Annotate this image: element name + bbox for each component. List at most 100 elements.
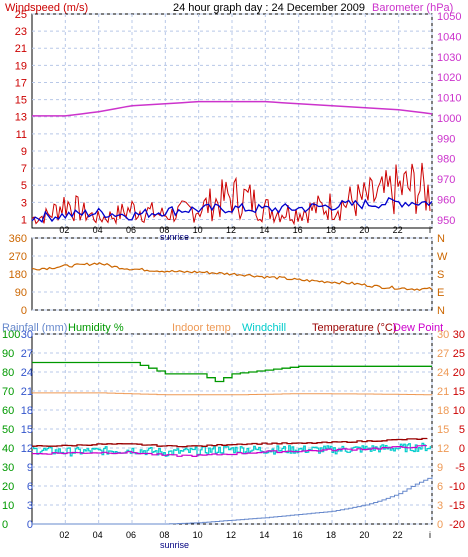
y-tick-label-direction: 360	[9, 233, 27, 245]
y-tick-label-rainfall: 18	[21, 405, 33, 417]
y-tick-label-wind: 25	[15, 9, 27, 21]
average-wind-series-line	[31, 197, 433, 224]
dewpoint-series-line	[32, 445, 427, 457]
y-tick-label-indoor: 6	[437, 481, 443, 493]
x-tick-label: i	[429, 530, 431, 540]
y-tick-label-wind: 5	[21, 180, 27, 192]
y-tick-label-direction: 90	[15, 287, 27, 299]
y-tick-label-direction: 180	[9, 269, 27, 281]
x-tick-label: i	[429, 225, 431, 235]
y-tick-label-humidity: 20	[2, 481, 14, 493]
y-tick-label-wind: 13	[15, 112, 27, 124]
x-tick-label: 10	[193, 530, 203, 540]
y-tick-label-compass: N	[437, 233, 445, 245]
x-tick-label: 02	[59, 225, 69, 235]
y-tick-label-barometer: 990	[437, 133, 455, 145]
y-tick-label-wind: 23	[15, 26, 27, 38]
y-tick-label-indoor: 24	[437, 367, 449, 379]
y-tick-label-wind: 7	[21, 163, 27, 175]
sunrise-label-temp: sunrise	[160, 540, 189, 550]
y-tick-label-barometer: 1040	[437, 31, 461, 43]
y-tick-label-compass: N	[437, 305, 445, 317]
y-tick-label-rainfall: 21	[21, 386, 33, 398]
y-tick-label-wind: 9	[21, 146, 27, 158]
y-tick-label-indoor: 9	[437, 462, 443, 474]
x-tick-label: 06	[126, 530, 136, 540]
y-tick-label-barometer: 950	[437, 215, 455, 227]
y-tick-label-humidity: 0	[2, 519, 8, 531]
windspeed-series-line	[31, 162, 431, 226]
windchill-series-line	[32, 442, 431, 457]
x-tick-label: 02	[59, 530, 69, 540]
x-tick-label: 20	[359, 225, 369, 235]
x-tick-label: 22	[393, 530, 403, 540]
barometer-series-line	[32, 100, 433, 117]
y-tick-label-direction: 270	[9, 251, 27, 263]
y-tick-label-barometer: 1000	[437, 113, 461, 125]
y-tick-label-compass: W	[437, 251, 448, 263]
y-tick-label-direction: 0	[21, 305, 27, 317]
humidity-legend: Humidity %	[68, 322, 124, 334]
y-tick-label-indoor: 27	[437, 348, 449, 360]
y-tick-label-rainfall: 9	[27, 462, 33, 474]
x-tick-label: 12	[226, 530, 236, 540]
y-tick-label-wind: 3	[21, 197, 27, 209]
x-tick-label: 22	[393, 225, 403, 235]
y-tick-label-temperature: -20	[449, 519, 465, 531]
y-tick-label-barometer: 980	[437, 154, 455, 166]
y-tick-label-indoor: 30	[437, 329, 449, 341]
y-tick-label-rainfall: 6	[27, 481, 33, 493]
y-tick-label-humidity: 90	[2, 348, 14, 360]
x-tick-label: 18	[326, 225, 336, 235]
y-tick-label-barometer: 1010	[437, 93, 461, 105]
x-tick-label: 10	[193, 225, 203, 235]
y-tick-label-barometer: 970	[437, 174, 455, 186]
y-tick-label-temperature: 25	[453, 348, 465, 360]
y-tick-label-humidity: 80	[2, 367, 14, 379]
x-tick-label: 08	[159, 530, 169, 540]
y-tick-label-humidity: 50	[2, 424, 14, 436]
y-tick-label-indoor: 12	[437, 443, 449, 455]
y-tick-label-temperature: 15	[453, 386, 465, 398]
x-tick-label: 16	[293, 225, 303, 235]
y-tick-label-rainfall: 24	[21, 367, 33, 379]
y-tick-label-rainfall: 30	[21, 329, 33, 341]
direction-series-line	[31, 262, 433, 291]
y-tick-label-rainfall: 27	[21, 348, 33, 360]
indoor-temp-series-line	[32, 392, 433, 396]
humidity-series-line	[32, 361, 432, 383]
x-tick-label: 14	[259, 530, 269, 540]
y-tick-label-wind: 17	[15, 77, 27, 89]
x-tick-label: 18	[326, 530, 336, 540]
y-tick-label-wind: 19	[15, 60, 27, 72]
sunrise-label-wind: sunrise	[160, 232, 189, 242]
y-tick-label-wind: 1	[21, 214, 27, 226]
y-tick-label-indoor: 15	[437, 424, 449, 436]
y-tick-label-temperature: 10	[453, 405, 465, 417]
y-tick-label-indoor: 0	[437, 519, 443, 531]
y-tick-label-temperature: -15	[449, 500, 465, 512]
y-tick-label-barometer: 1020	[437, 72, 461, 84]
y-tick-label-humidity: 100	[2, 329, 20, 341]
x-tick-label: 12	[226, 225, 236, 235]
y-tick-label-indoor: 3	[437, 500, 443, 512]
barometer-axis-label: Barometer (hPa)	[372, 2, 453, 14]
y-tick-label-barometer: 1030	[437, 52, 461, 64]
rainfall-axis-label: Rainfall (mm)	[2, 322, 67, 334]
y-tick-label-indoor: 18	[437, 405, 449, 417]
y-tick-label-wind: 11	[16, 129, 27, 141]
y-tick-label-temperature: -10	[449, 481, 465, 493]
temperature-series-line	[32, 437, 428, 448]
x-tick-label: 04	[93, 225, 103, 235]
x-tick-label: 16	[293, 530, 303, 540]
y-tick-label-temperature: 30	[453, 329, 465, 341]
temperature-legend: Temperature (°C)	[312, 322, 396, 334]
y-tick-label-temperature: 20	[453, 367, 465, 379]
windspeed-axis-label: Windspeed (m/s)	[5, 2, 88, 14]
y-tick-label-indoor: 21	[437, 386, 449, 398]
y-tick-label-rainfall: 3	[27, 500, 33, 512]
y-tick-label-compass: E	[437, 287, 444, 299]
y-tick-label-temperature: -5	[455, 462, 465, 474]
y-tick-label-humidity: 40	[2, 443, 14, 455]
